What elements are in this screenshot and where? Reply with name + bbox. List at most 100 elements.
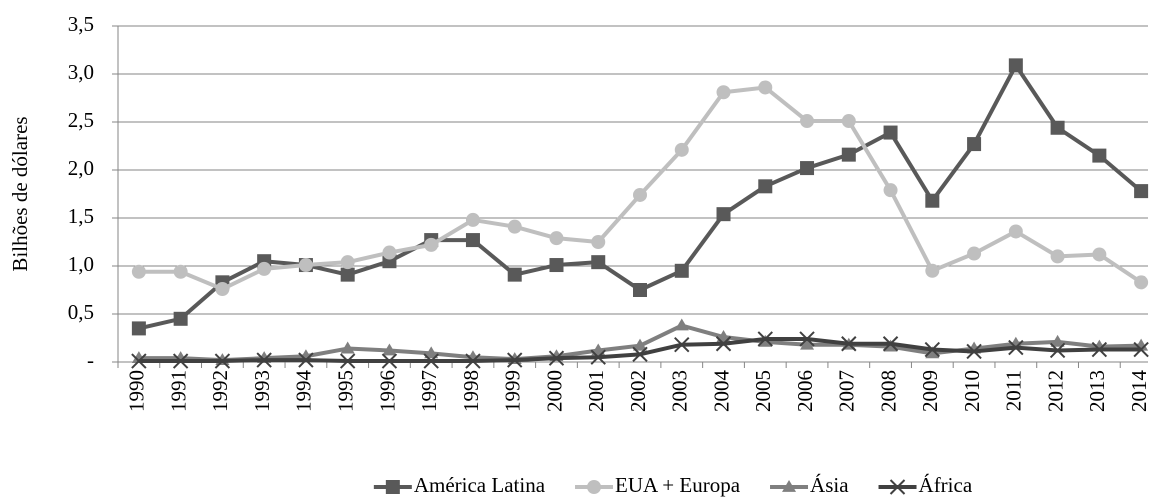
legend-label: África [919, 473, 973, 497]
y-tick-label: 3,0 [68, 60, 94, 84]
marker [382, 343, 397, 356]
x-tick-label: 2002 [626, 370, 650, 412]
y-tick-label: 2,0 [68, 156, 94, 180]
y-tick-label: 0,5 [68, 300, 94, 324]
x-tick-label: 2004 [709, 370, 733, 413]
marker [1008, 339, 1024, 356]
marker [674, 142, 689, 157]
marker [424, 346, 439, 359]
y-axis-label: Bilhões de dólares [8, 116, 32, 271]
marker [591, 255, 606, 270]
marker [800, 337, 815, 350]
marker [382, 245, 397, 260]
marker [758, 179, 773, 194]
x-tick-label: 2008 [876, 370, 900, 412]
marker [131, 264, 146, 279]
marker [507, 267, 522, 282]
marker [716, 207, 731, 222]
marker [507, 219, 522, 234]
marker [465, 233, 480, 248]
x-tick-label: 1992 [208, 370, 232, 412]
marker [967, 137, 982, 152]
marker [214, 353, 231, 369]
x-tick-label: 2014 [1127, 370, 1151, 413]
marker [925, 346, 940, 359]
x-tick-label: 1996 [375, 370, 399, 412]
x-tick-label: 1990 [125, 370, 149, 412]
marker [716, 85, 731, 100]
legend-marker [385, 480, 400, 494]
marker [1134, 184, 1149, 199]
y-tick-label: - [87, 348, 94, 372]
x-tick-label: 1995 [333, 370, 357, 412]
y-tick-label: 3,5 [68, 12, 94, 36]
y-tick-label: 2,5 [68, 108, 94, 132]
marker [1050, 249, 1065, 264]
marker [1092, 148, 1107, 163]
y-tick-label: 1,0 [68, 252, 94, 276]
marker [632, 346, 648, 363]
marker [967, 246, 982, 261]
marker [1133, 341, 1149, 358]
legend-label: EUA + Europa [615, 473, 741, 497]
marker [800, 114, 815, 129]
legend-label: Ásia [810, 473, 849, 497]
x-tick-label: 2013 [1085, 370, 1109, 412]
marker [1008, 58, 1023, 73]
marker [131, 321, 146, 336]
marker [339, 353, 356, 369]
marker [674, 337, 690, 353]
marker [841, 114, 856, 129]
legend: América Latina EUA + Europa Ásia África [373, 473, 973, 497]
marker [215, 282, 230, 297]
marker [674, 263, 689, 278]
marker [883, 125, 898, 140]
y-tick-label: 1,5 [68, 204, 94, 228]
x-tick-label: 2001 [584, 370, 608, 412]
marker [1008, 224, 1023, 239]
marker [257, 261, 272, 276]
marker [381, 353, 398, 369]
x-tick-label: 2010 [960, 370, 984, 412]
x-tick-label: 2011 [1002, 370, 1026, 411]
legend-marker [782, 480, 797, 492]
marker [633, 187, 647, 202]
marker [674, 318, 689, 331]
marker [340, 267, 355, 282]
marker [841, 336, 857, 352]
marker [1134, 275, 1149, 290]
x-tick-label: 2000 [542, 370, 566, 412]
marker [507, 352, 523, 368]
x-tick-label: 1993 [250, 370, 274, 412]
marker [925, 263, 940, 278]
x-tick-label: 1999 [501, 370, 525, 412]
marker [298, 352, 314, 368]
marker [1050, 334, 1065, 347]
marker [1092, 247, 1107, 262]
marker [715, 336, 732, 352]
marker [966, 343, 982, 360]
marker [883, 183, 898, 198]
x-tick-label: 2007 [835, 370, 859, 412]
marker [758, 80, 773, 95]
x-tick-label: 2009 [918, 370, 942, 412]
marker [757, 331, 773, 347]
marker [465, 353, 481, 369]
marker [424, 237, 439, 252]
marker [590, 349, 606, 365]
legend-label: América Latina [414, 473, 546, 497]
marker [549, 231, 564, 246]
marker [173, 264, 188, 279]
marker [1050, 120, 1065, 135]
marker [633, 283, 647, 297]
marker [548, 350, 565, 366]
marker [131, 353, 147, 369]
marker [1008, 336, 1023, 349]
marker [1049, 342, 1066, 359]
x-tick-label: 2012 [1043, 370, 1067, 412]
marker [924, 341, 941, 358]
marker [340, 255, 355, 270]
x-tick-label: 1991 [166, 370, 190, 412]
x-tick-label: 1997 [417, 370, 441, 412]
